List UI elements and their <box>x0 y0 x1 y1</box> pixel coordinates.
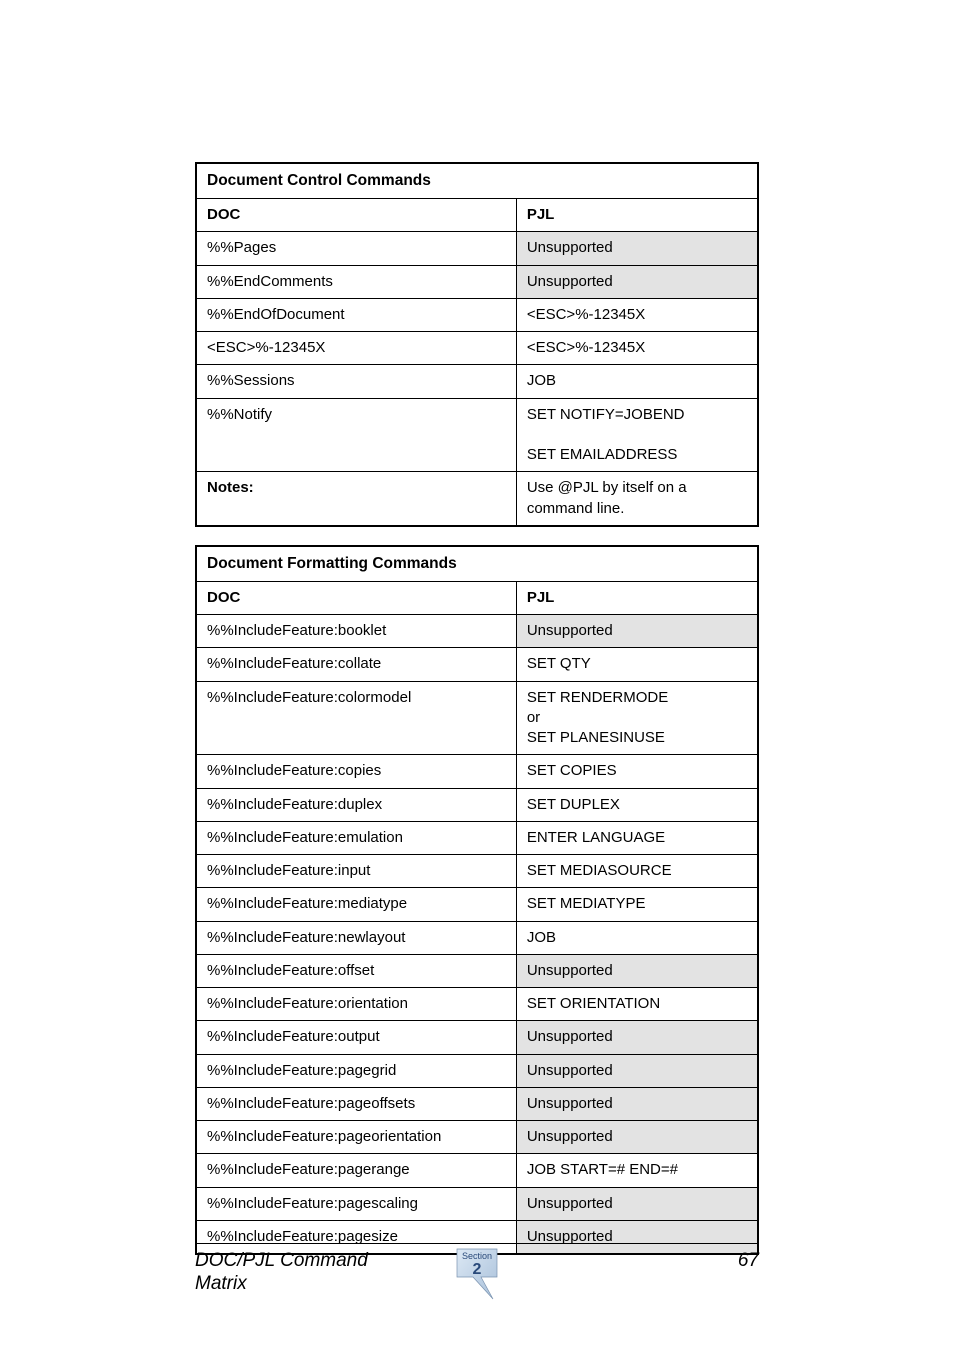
pjl-cell: JOB <box>516 921 758 954</box>
document-control-commands-table: Document Control Commands DOC PJL %%Page… <box>195 162 759 527</box>
table-row: %%IncludeFeature:orientation SET ORIENTA… <box>196 988 758 1021</box>
doc-cell: %%IncludeFeature:newlayout <box>196 921 516 954</box>
doc-cell: %%Pages <box>196 232 516 265</box>
pjl-cell: Unsupported <box>516 1121 758 1154</box>
table-row: %%IncludeFeature:mediatype SET MEDIATYPE <box>196 888 758 921</box>
table-row: %%Notify SET NOTIFY=JOBEND SET EMAILADDR… <box>196 398 758 472</box>
document-formatting-commands-table: Document Formatting Commands DOC PJL %%I… <box>195 545 759 1255</box>
table-row: %%IncludeFeature:pageorientation Unsuppo… <box>196 1121 758 1154</box>
table-row: %%IncludeFeature:output Unsupported <box>196 1021 758 1054</box>
notes-label: Notes: <box>196 472 516 526</box>
doc-cell: %%IncludeFeature:orientation <box>196 988 516 1021</box>
table-row: %%IncludeFeature:collate SET QTY <box>196 648 758 681</box>
pjl-cell: <ESC>%-12345X <box>516 332 758 365</box>
table-row: %%EndComments Unsupported <box>196 265 758 298</box>
pjl-cell: Unsupported <box>516 232 758 265</box>
pjl-cell: SET NOTIFY=JOBEND SET EMAILADDRESS <box>516 398 758 472</box>
doc-cell: <ESC>%-12345X <box>196 332 516 365</box>
pjl-cell: SET MEDIASOURCE <box>516 855 758 888</box>
doc-cell: %%IncludeFeature:pagerange <box>196 1154 516 1187</box>
doc-cell: %%IncludeFeature:mediatype <box>196 888 516 921</box>
doc-cell: %%IncludeFeature:offset <box>196 954 516 987</box>
table-row: %%IncludeFeature:pagescaling Unsupported <box>196 1187 758 1220</box>
table-row: %%Pages Unsupported <box>196 232 758 265</box>
doc-cell: %%IncludeFeature:colormodel <box>196 681 516 755</box>
section-badge-icon: Section 2 <box>447 1243 507 1303</box>
page-number: 67 <box>738 1250 759 1272</box>
doc-cell: %%EndOfDocument <box>196 298 516 331</box>
notes-text: Use @PJL by itself on a command line. <box>516 472 758 526</box>
pjl-cell: Unsupported <box>516 1054 758 1087</box>
footer-title-line1: DOC/PJL Command <box>195 1250 368 1271</box>
doc-cell: %%IncludeFeature:duplex <box>196 788 516 821</box>
doc-cell: %%IncludeFeature:copies <box>196 755 516 788</box>
pjl-cell: Unsupported <box>516 954 758 987</box>
footer-title-line2: Matrix <box>195 1273 247 1294</box>
pjl-cell: SET QTY <box>516 648 758 681</box>
table-row: %%IncludeFeature:duplex SET DUPLEX <box>196 788 758 821</box>
pjl-cell: Unsupported <box>516 1087 758 1120</box>
doc-cell: %%IncludeFeature:input <box>196 855 516 888</box>
doc-cell: %%IncludeFeature:pageoffsets <box>196 1087 516 1120</box>
pjl-cell: Unsupported <box>516 265 758 298</box>
table-row: %%IncludeFeature:offset Unsupported <box>196 954 758 987</box>
pjl-cell: ENTER LANGUAGE <box>516 821 758 854</box>
pjl-cell: SET MEDIATYPE <box>516 888 758 921</box>
table-row: %%Sessions JOB <box>196 365 758 398</box>
table2-title: Document Formatting Commands <box>196 546 758 582</box>
doc-cell: %%IncludeFeature:booklet <box>196 615 516 648</box>
pjl-cell: Unsupported <box>516 615 758 648</box>
pjl-cell: JOB START=# END=# <box>516 1154 758 1187</box>
table-row: %%IncludeFeature:pagegrid Unsupported <box>196 1054 758 1087</box>
table1-title: Document Control Commands <box>196 163 758 199</box>
table1-header-pjl: PJL <box>516 199 758 232</box>
pjl-cell: SET ORIENTATION <box>516 988 758 1021</box>
tables-container: Document Control Commands DOC PJL %%Page… <box>195 162 759 1255</box>
doc-cell: %%IncludeFeature:pagegrid <box>196 1054 516 1087</box>
table-row: %%IncludeFeature:booklet Unsupported <box>196 615 758 648</box>
table2-header-doc: DOC <box>196 581 516 614</box>
table-row: %%IncludeFeature:newlayout JOB <box>196 921 758 954</box>
doc-cell: %%IncludeFeature:emulation <box>196 821 516 854</box>
pjl-cell: Unsupported <box>516 1187 758 1220</box>
table-row: %%IncludeFeature:pagerange JOB START=# E… <box>196 1154 758 1187</box>
pjl-cell: JOB <box>516 365 758 398</box>
table-row: <ESC>%-12345X <ESC>%-12345X <box>196 332 758 365</box>
table-row: %%IncludeFeature:emulation ENTER LANGUAG… <box>196 821 758 854</box>
pjl-cell: Unsupported <box>516 1021 758 1054</box>
pjl-cell: SET COPIES <box>516 755 758 788</box>
table-row: %%IncludeFeature:pageoffsets Unsupported <box>196 1087 758 1120</box>
doc-cell: %%IncludeFeature:output <box>196 1021 516 1054</box>
doc-cell: %%IncludeFeature:collate <box>196 648 516 681</box>
table1-header-doc: DOC <box>196 199 516 232</box>
table-row: %%IncludeFeature:colormodel SET RENDERMO… <box>196 681 758 755</box>
doc-cell: %%Notify <box>196 398 516 472</box>
table-row-notes: Notes: Use @PJL by itself on a command l… <box>196 472 758 526</box>
table2-header-pjl: PJL <box>516 581 758 614</box>
page: Document Control Commands DOC PJL %%Page… <box>0 0 954 1351</box>
doc-cell: %%IncludeFeature:pagescaling <box>196 1187 516 1220</box>
table-row: %%IncludeFeature:input SET MEDIASOURCE <box>196 855 758 888</box>
pjl-cell: <ESC>%-12345X <box>516 298 758 331</box>
doc-cell: %%IncludeFeature:pageorientation <box>196 1121 516 1154</box>
footer-title: DOC/PJL Command Matrix <box>195 1250 368 1296</box>
doc-cell: %%Sessions <box>196 365 516 398</box>
section-label: Section <box>462 1251 492 1261</box>
table-row: %%EndOfDocument <ESC>%-12345X <box>196 298 758 331</box>
section-number: 2 <box>473 1261 482 1278</box>
table-row: %%IncludeFeature:copies SET COPIES <box>196 755 758 788</box>
pjl-cell: SET RENDERMODE or SET PLANESINUSE <box>516 681 758 755</box>
pjl-cell: SET DUPLEX <box>516 788 758 821</box>
doc-cell: %%EndComments <box>196 265 516 298</box>
